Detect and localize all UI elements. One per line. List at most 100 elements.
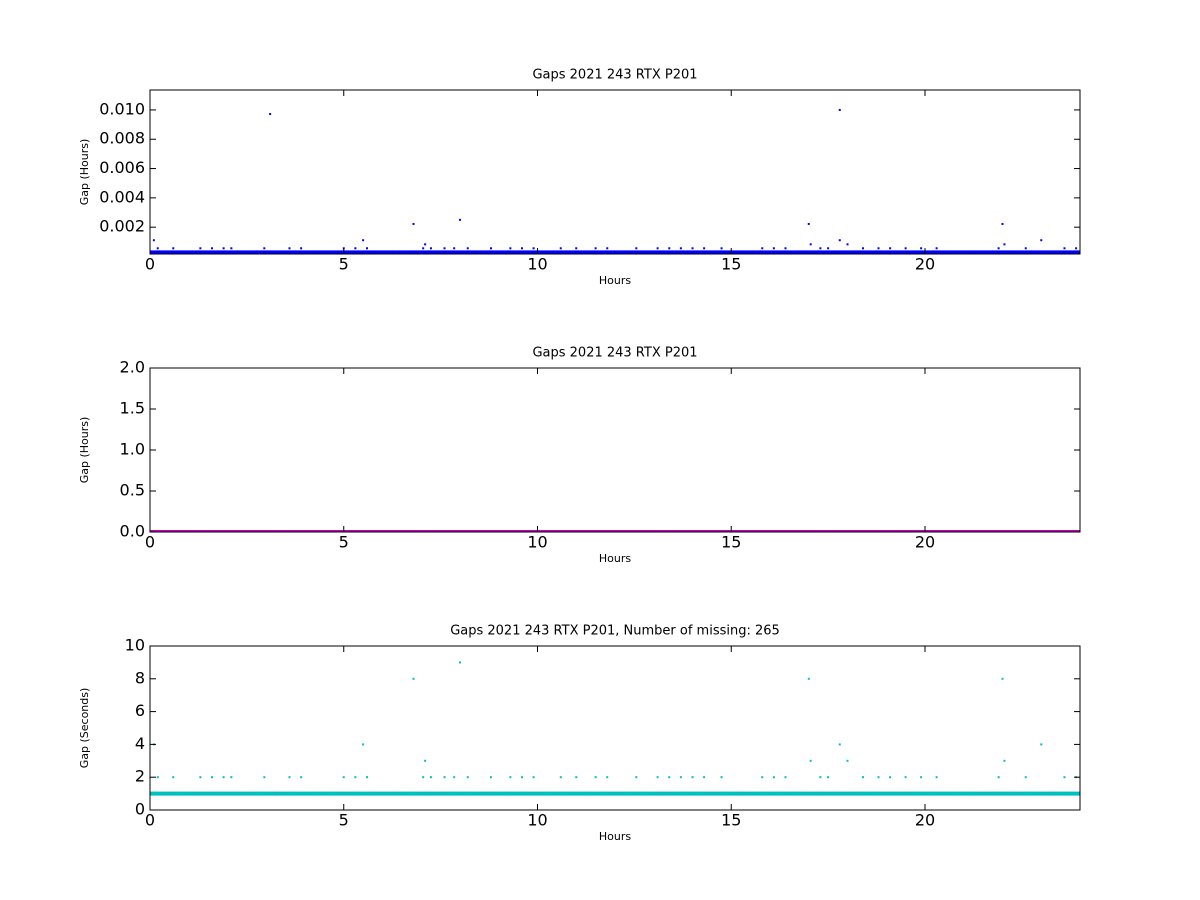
point <box>827 247 830 250</box>
point <box>424 759 427 762</box>
y-axis-label: Gap (Hours) <box>78 417 91 484</box>
point <box>300 776 303 779</box>
y-tick-label: 0.0 <box>120 522 145 541</box>
point <box>1050 530 1071 532</box>
point <box>314 530 335 532</box>
point <box>798 250 819 254</box>
y-tick-label: 4 <box>135 734 145 753</box>
point <box>159 530 180 532</box>
point <box>521 776 523 779</box>
plot-frame <box>149 367 1081 533</box>
point <box>1050 791 1071 796</box>
point <box>846 759 849 762</box>
point <box>575 247 578 250</box>
point <box>701 791 722 796</box>
point <box>606 776 609 779</box>
point <box>559 247 562 250</box>
point <box>269 113 272 116</box>
point <box>1011 791 1032 796</box>
x-tick-label: 5 <box>339 811 349 830</box>
point <box>682 791 703 796</box>
point <box>508 250 529 254</box>
point <box>1003 759 1006 762</box>
x-axis-label: Hours <box>599 552 631 565</box>
point <box>701 530 722 532</box>
y-tick-label: 0.002 <box>99 217 145 236</box>
point <box>333 791 354 796</box>
point <box>422 247 425 250</box>
x-tick-label: 20 <box>915 811 935 830</box>
point <box>488 530 509 532</box>
point <box>953 791 974 796</box>
point <box>889 247 892 250</box>
point <box>720 776 723 779</box>
x-tick-label: 0 <box>145 533 155 552</box>
point <box>703 247 706 250</box>
x-tick-label: 10 <box>527 533 547 552</box>
point <box>1075 247 1078 250</box>
point <box>222 776 225 779</box>
point <box>920 247 923 250</box>
point <box>818 791 839 796</box>
point <box>450 530 470 532</box>
point <box>275 250 296 254</box>
point <box>443 247 446 250</box>
point <box>424 243 427 246</box>
point <box>1024 776 1027 779</box>
point <box>546 791 567 796</box>
point <box>372 791 393 796</box>
point <box>150 791 160 796</box>
point <box>935 776 938 779</box>
point <box>663 530 684 532</box>
point <box>807 677 810 680</box>
point <box>953 530 974 532</box>
point <box>798 791 819 796</box>
point <box>412 222 415 225</box>
point <box>635 776 638 779</box>
point <box>605 530 625 532</box>
point <box>156 776 159 779</box>
point <box>353 250 374 254</box>
point <box>838 108 841 111</box>
point <box>453 776 456 779</box>
point <box>915 791 935 796</box>
point <box>295 250 315 254</box>
point <box>691 776 694 779</box>
y-tick-label: 0 <box>135 800 145 819</box>
point <box>837 250 858 254</box>
point <box>772 776 775 779</box>
point <box>934 530 955 532</box>
point <box>156 247 159 250</box>
point <box>934 250 955 254</box>
point <box>263 776 266 779</box>
point <box>1070 791 1080 796</box>
point <box>809 243 812 246</box>
point <box>411 791 432 796</box>
point <box>488 791 509 796</box>
point <box>466 247 469 250</box>
point <box>846 243 849 246</box>
point <box>862 247 864 250</box>
x-tick-label: 10 <box>527 811 547 830</box>
point <box>837 530 858 532</box>
point <box>668 247 671 250</box>
point <box>663 250 684 254</box>
y-tick-label: 1.0 <box>120 440 145 459</box>
point <box>236 250 257 254</box>
point <box>997 247 1000 250</box>
point <box>411 530 432 532</box>
chart-title: Gaps 2021 243 RTX P201, Number of missin… <box>450 624 780 639</box>
x-tick-label: 15 <box>721 255 741 274</box>
point <box>488 250 509 254</box>
point <box>798 530 819 532</box>
point <box>362 239 365 242</box>
x-tick-label: 20 <box>915 255 935 274</box>
point <box>643 530 664 532</box>
point <box>720 247 723 250</box>
point <box>856 530 877 532</box>
point <box>152 239 155 242</box>
point <box>411 250 432 254</box>
point <box>469 530 490 532</box>
point <box>490 776 492 779</box>
point <box>1040 239 1043 242</box>
